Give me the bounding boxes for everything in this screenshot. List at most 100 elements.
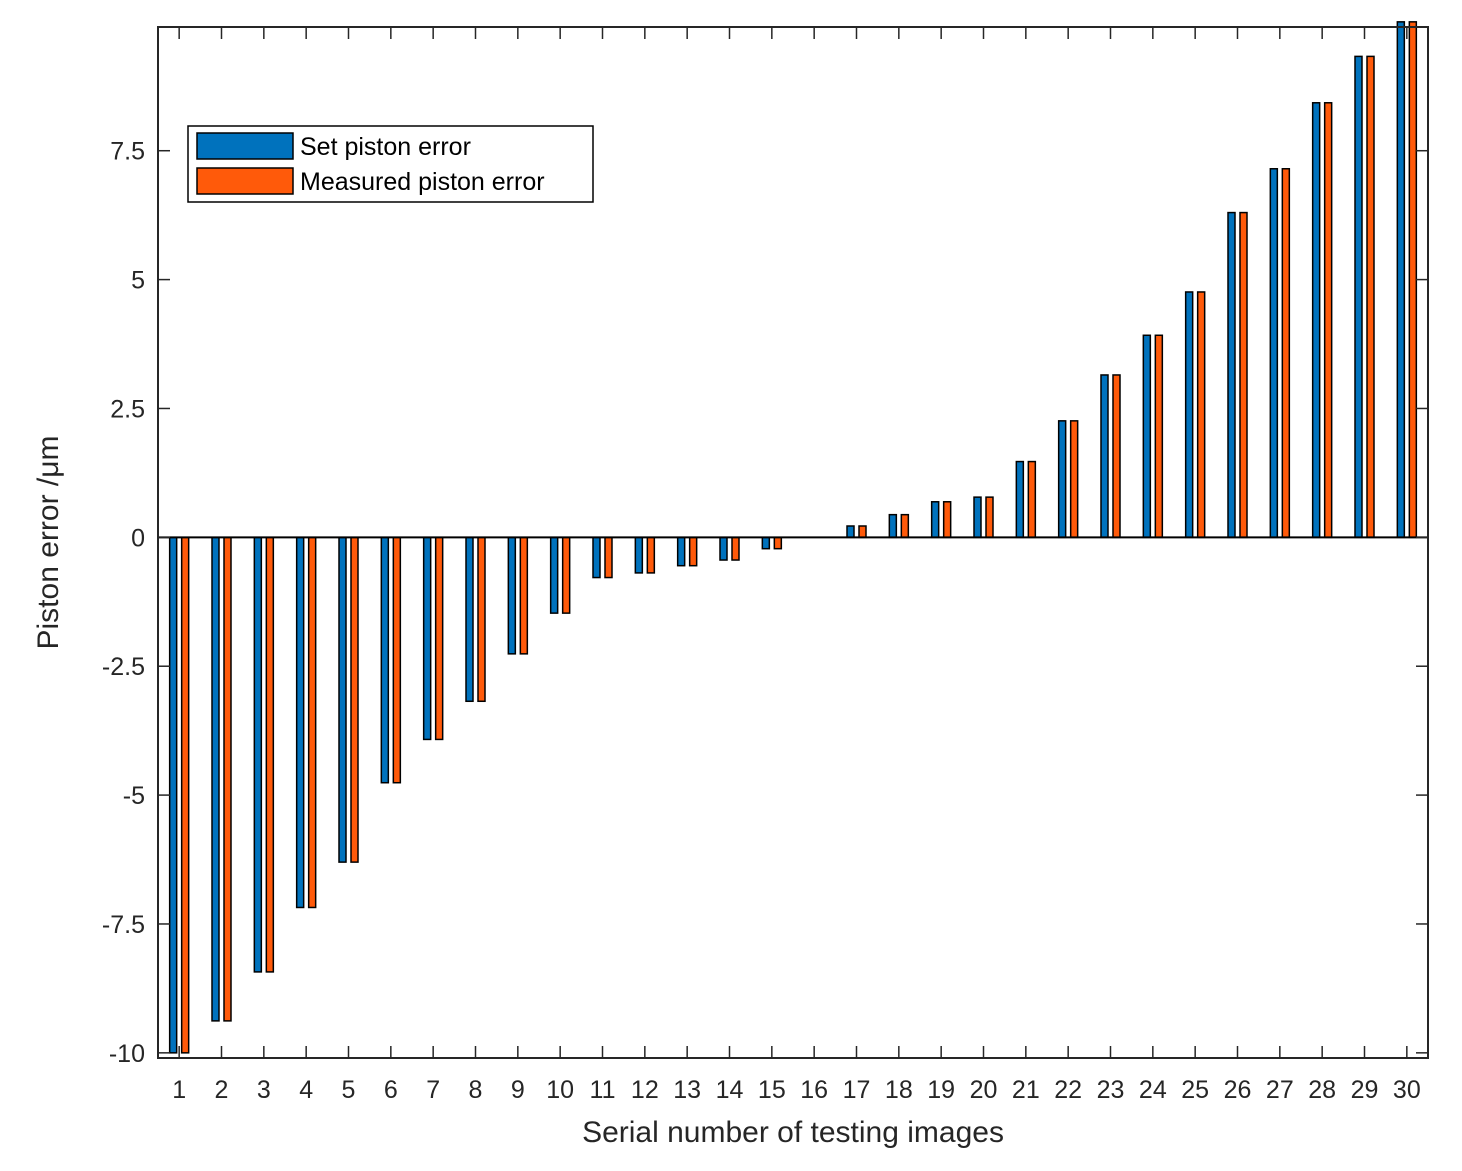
x-tick-label: 28 (1308, 1076, 1336, 1104)
x-tick-label: 4 (299, 1076, 313, 1104)
measured-bar-14 (731, 536, 740, 561)
measured-bar-21 (1027, 460, 1037, 539)
set-bar-4 (295, 536, 305, 909)
set-bar-3 (253, 536, 263, 973)
x-tick-label: 5 (342, 1076, 356, 1104)
x-tick-label: 16 (800, 1076, 828, 1104)
legend-label-measured: Measured piston error (300, 168, 545, 196)
x-tick-label: 9 (511, 1076, 525, 1104)
measured-bar-27 (1281, 168, 1291, 539)
set-bar-7 (422, 536, 432, 741)
set-bar-25 (1184, 291, 1194, 539)
y-axis-ticks: -10 -7.5 -5 -2.5 0 2.5 5 7.5 (102, 138, 1428, 1068)
measured-bar-6 (392, 536, 402, 784)
x-tick-label: 1 (172, 1076, 186, 1104)
measured-bar-24 (1154, 334, 1164, 539)
set-bar-15 (761, 536, 771, 550)
set-bar-26 (1227, 211, 1236, 539)
measured-bar-15 (773, 536, 783, 550)
measured-bar-13 (688, 536, 698, 567)
measured-bar-1 (180, 536, 190, 1054)
x-axis-ticks: 1 2 3 4 5 6 7 8 9 10 11 12 13 14 15 16 17 18 19 20 21 22 23 24 2… (172, 27, 1421, 1104)
x-tick-label: 22 (1054, 1076, 1082, 1104)
x-tick-label: 20 (970, 1076, 998, 1104)
y-axis-title: Piston error /μm (32, 436, 65, 650)
set-bar-20 (973, 496, 982, 539)
y-tick-label: -2.5 (102, 653, 145, 681)
set-bar-6 (380, 536, 390, 784)
set-bar-19 (930, 501, 940, 539)
x-tick-label: 14 (716, 1076, 744, 1104)
y-tick-label: 0 (131, 524, 145, 552)
measured-bar-10 (561, 536, 571, 614)
axes-box (157, 26, 1429, 1059)
x-tick-label: 10 (546, 1076, 574, 1104)
set-bar-8 (465, 536, 474, 703)
x-tick-label: 7 (426, 1076, 440, 1104)
y-tick-label: 7.5 (110, 138, 145, 166)
measured-bar-18 (900, 513, 910, 539)
x-tick-label: 24 (1139, 1076, 1167, 1104)
measured-bar-11 (604, 536, 613, 579)
y-tick-label: 2.5 (110, 395, 145, 423)
measured-bar-25 (1196, 291, 1206, 539)
x-tick-label: 19 (927, 1076, 955, 1104)
measured-bar-17 (858, 525, 867, 539)
measured-bar-22 (1069, 420, 1079, 539)
set-bar-11 (592, 536, 601, 579)
y-tick-label: -5 (123, 782, 145, 810)
set-bar-27 (1269, 168, 1279, 539)
set-bar-22 (1057, 420, 1067, 539)
measured-bar-19 (942, 501, 952, 539)
x-tick-label: 21 (1012, 1076, 1040, 1104)
measured-bar-4 (307, 536, 317, 909)
x-tick-label: 29 (1351, 1076, 1379, 1104)
x-tick-label: 11 (590, 1076, 616, 1104)
legend-swatch-measured (196, 167, 294, 195)
legend-swatch-set (196, 132, 294, 160)
measured-bar-12 (646, 536, 656, 574)
x-tick-label: 30 (1393, 1076, 1421, 1104)
set-bar-12 (634, 536, 644, 574)
measured-bar-5 (350, 536, 359, 863)
set-bar-23 (1100, 374, 1109, 539)
set-bar-1 (168, 536, 178, 1054)
set-bar-17 (846, 525, 855, 539)
x-tick-label: 3 (257, 1076, 271, 1104)
measured-bar-30 (1408, 21, 1418, 539)
legend: Set piston error Measured piston error (187, 125, 594, 203)
x-tick-label: 12 (631, 1076, 659, 1104)
x-tick-label: 6 (384, 1076, 398, 1104)
x-tick-label: 17 (843, 1076, 871, 1104)
x-tick-label: 8 (469, 1076, 483, 1104)
x-axis-title: Serial number of testing images (582, 1116, 1004, 1149)
set-bar-13 (676, 536, 686, 567)
measured-bar-29 (1366, 55, 1375, 539)
measured-bar-8 (477, 536, 486, 703)
y-tick-label: -10 (109, 1040, 145, 1068)
set-bar-14 (719, 536, 728, 561)
x-tick-label: 15 (758, 1076, 786, 1104)
set-bar-18 (888, 513, 898, 539)
measured-bar-23 (1112, 374, 1121, 539)
measured-bar-20 (985, 496, 994, 539)
x-tick-label: 27 (1266, 1076, 1294, 1104)
set-bar-24 (1142, 334, 1152, 539)
measured-bar-9 (519, 536, 529, 655)
set-bar-28 (1311, 102, 1321, 539)
x-tick-label: 2 (215, 1076, 229, 1104)
measured-bar-7 (434, 536, 444, 741)
y-tick-label: 5 (131, 267, 145, 295)
set-bar-9 (507, 536, 517, 655)
x-tick-label: 23 (1097, 1076, 1125, 1104)
set-bar-10 (549, 536, 559, 614)
set-bar-29 (1354, 55, 1363, 539)
legend-label-set: Set piston error (300, 133, 471, 161)
measured-bar-3 (265, 536, 275, 973)
x-tick-label: 26 (1224, 1076, 1252, 1104)
measured-bar-2 (223, 536, 232, 1022)
bar-series-group (168, 21, 1418, 1054)
set-bar-5 (338, 536, 347, 863)
set-bar-21 (1015, 460, 1025, 539)
